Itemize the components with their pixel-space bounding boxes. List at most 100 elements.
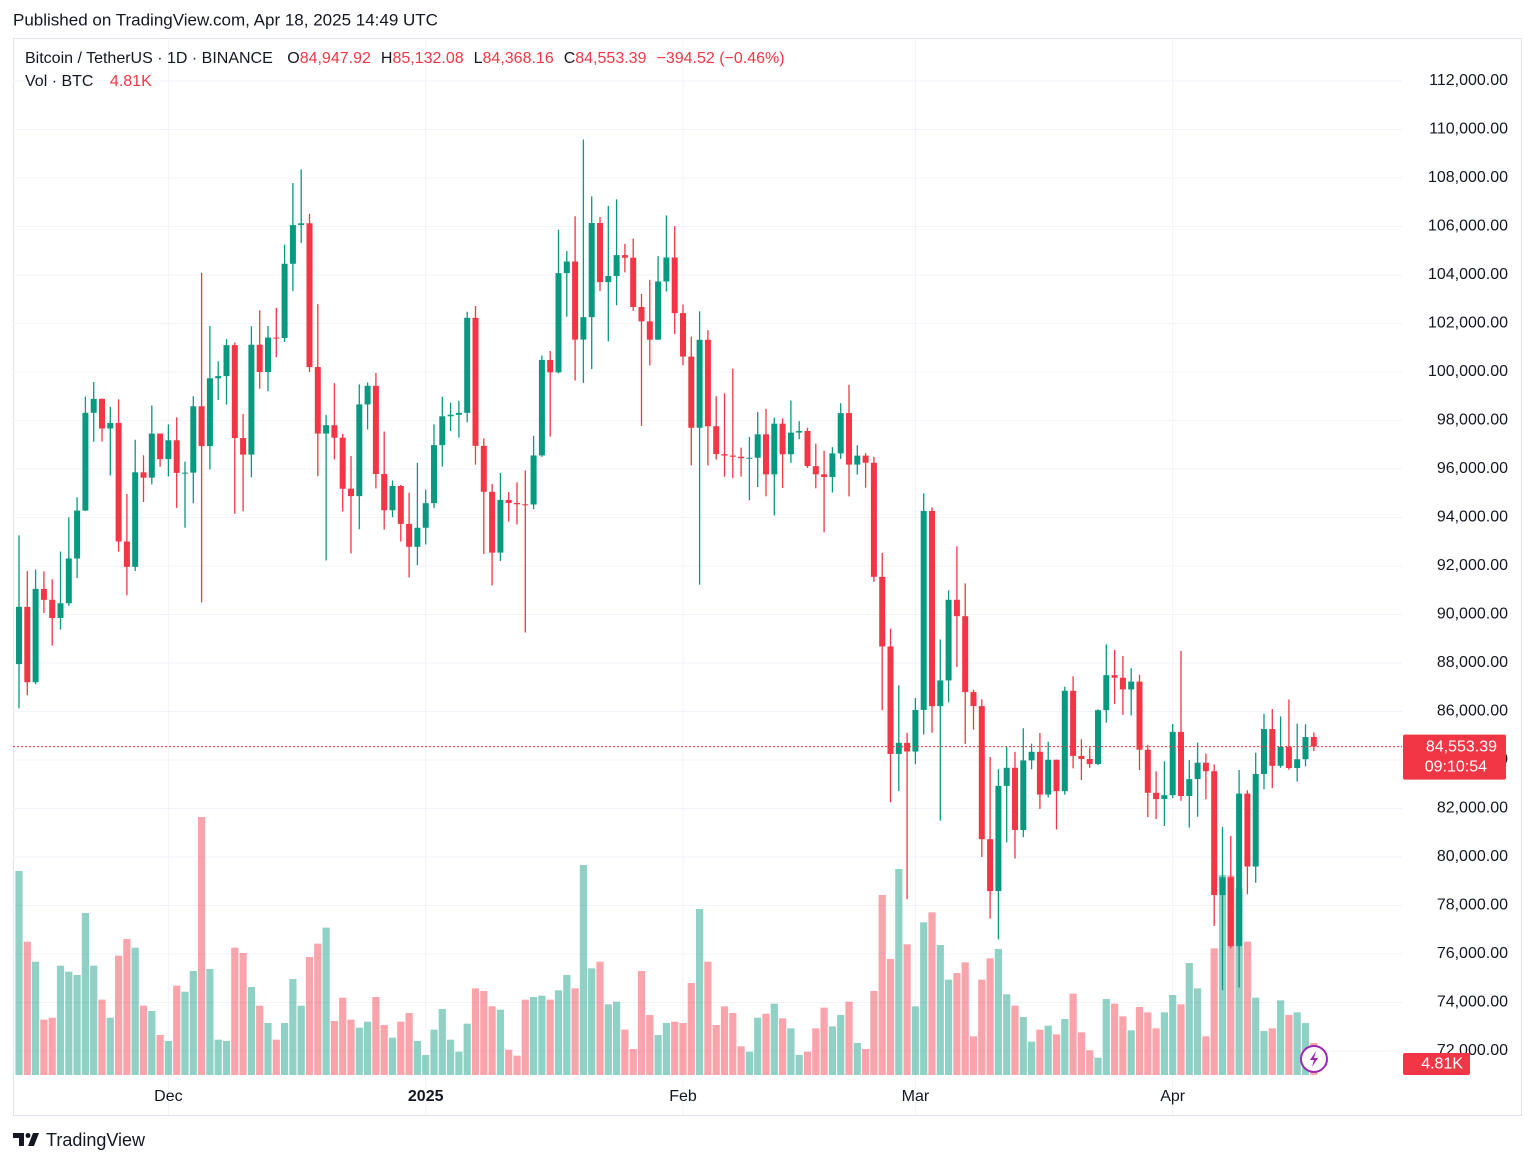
volume-bar	[961, 962, 969, 1075]
candle-body	[82, 412, 89, 511]
icon-bolt	[1310, 1051, 1318, 1067]
ohlc-value: 84,368.16	[483, 50, 554, 67]
candle-body	[854, 455, 861, 465]
y-tick-label: 76,000.00	[1437, 945, 1508, 962]
candle-body	[74, 510, 81, 559]
candle-body	[1178, 731, 1184, 796]
candle-body	[1086, 758, 1093, 765]
volume-bar	[679, 1023, 687, 1075]
candle-body	[663, 257, 670, 282]
volume-bar	[845, 1001, 853, 1075]
volume-bar	[430, 1029, 438, 1075]
volume-bar	[969, 1036, 978, 1075]
candle-body	[314, 367, 321, 434]
grid	[13, 38, 1402, 1115]
volume-bar	[40, 1019, 48, 1075]
volume-bar	[15, 871, 23, 1075]
candle-body	[1070, 690, 1077, 756]
candle-body	[1061, 690, 1068, 792]
candle-body	[115, 422, 122, 542]
candle-body	[713, 426, 720, 455]
candle-body	[1277, 746, 1284, 766]
volume-bar	[1135, 1007, 1144, 1075]
candle-body	[431, 445, 437, 504]
candle-body	[348, 488, 354, 497]
y-tick-label: 108,000.00	[1428, 169, 1508, 186]
volume-bar	[704, 961, 712, 1075]
volume-bar	[978, 979, 986, 1075]
chart-frame	[13, 38, 1522, 1116]
volume-bar	[48, 1017, 56, 1075]
y-tick-label: 112,000.00	[1429, 72, 1508, 89]
volume-bar	[911, 1006, 919, 1075]
volume-bar	[803, 1051, 812, 1075]
volume-bar	[1185, 963, 1193, 1075]
volume-bar	[571, 988, 579, 1075]
volume-bar	[745, 1051, 753, 1075]
candle-body	[746, 457, 753, 459]
y-tick-label: 78,000.00	[1437, 897, 1508, 914]
volume-bar	[579, 865, 587, 1075]
candle-body	[621, 255, 628, 258]
candle-body	[580, 317, 587, 340]
volume-bar	[372, 997, 380, 1075]
candle-body	[953, 599, 960, 617]
candle-body	[447, 414, 454, 417]
candle-body	[265, 337, 271, 372]
candle-body	[1078, 755, 1085, 759]
candle-body	[215, 376, 222, 379]
y-tick-label: 102,000.00	[1428, 315, 1508, 332]
candle-body	[597, 223, 603, 283]
volume-bar	[928, 912, 936, 1075]
symbol-title: Bitcoin / TetherUS · 1D · BINANCE	[25, 50, 273, 67]
candle-body	[231, 345, 238, 439]
ohlc-value: 84,553.39	[575, 50, 646, 67]
price-badge	[1403, 734, 1506, 780]
volume-bar	[281, 1023, 289, 1075]
volume-legend: Vol · BTC 4.81K	[25, 73, 152, 90]
candle-body	[464, 317, 471, 413]
candle-body	[995, 785, 1002, 892]
volume-bar	[422, 1055, 430, 1075]
volume-bar	[505, 1049, 513, 1075]
candle-body	[107, 422, 114, 429]
candle-body	[1003, 767, 1010, 786]
candle-body	[206, 378, 213, 447]
volume-bar	[23, 941, 31, 1075]
volume-bar	[588, 968, 596, 1075]
y-tick-label: 82,000.00	[1437, 800, 1508, 817]
candle-body	[763, 434, 769, 475]
volume-bar	[953, 973, 961, 1075]
candle-body	[1261, 729, 1267, 774]
volume-bar	[156, 1035, 164, 1075]
logo-mark	[13, 1133, 24, 1146]
candle-body	[1036, 751, 1043, 795]
volume-bar	[1177, 1004, 1185, 1075]
candle-body	[704, 339, 711, 427]
candle-body	[148, 433, 155, 478]
volume-bar	[1227, 875, 1235, 1075]
candle-body	[721, 454, 728, 456]
candle-body	[1161, 795, 1168, 800]
volume-bar	[1094, 1057, 1102, 1075]
volume-bar	[737, 1046, 745, 1075]
volume-bar	[779, 1018, 787, 1075]
candle-body	[356, 404, 363, 497]
candle-body	[381, 474, 388, 511]
volume-bar	[463, 1023, 471, 1075]
candle-body	[422, 503, 429, 528]
volume-bar	[770, 1003, 778, 1075]
candle-body	[829, 453, 836, 477]
volume-bar	[1019, 1017, 1027, 1075]
candle-body	[729, 455, 736, 457]
volume-bar	[455, 1051, 463, 1075]
volume-bar	[853, 1043, 861, 1075]
volume-bar	[65, 971, 73, 1075]
volume-bar	[181, 991, 189, 1075]
candle-body	[771, 423, 778, 475]
volume-bar	[671, 1021, 679, 1075]
candle-body	[1310, 737, 1317, 747]
volume-bar	[447, 1039, 455, 1075]
